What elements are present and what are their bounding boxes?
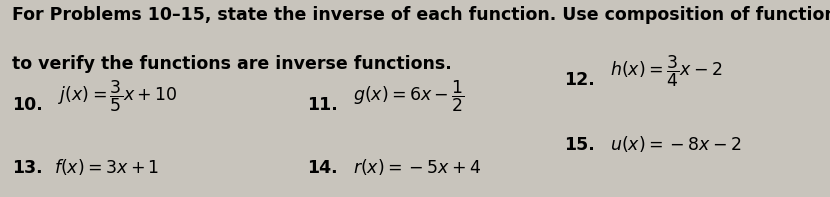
Text: $j(x) = \dfrac{3}{5}x + 10$: $j(x) = \dfrac{3}{5}x + 10$ (58, 79, 178, 114)
Text: 15.: 15. (564, 136, 595, 154)
Text: $f(x) = 3x + 1$: $f(x) = 3x + 1$ (54, 157, 159, 177)
Text: 11.: 11. (307, 96, 338, 114)
Text: $h(x) = \dfrac{3}{4}x - 2$: $h(x) = \dfrac{3}{4}x - 2$ (610, 53, 722, 89)
Text: $u(x) = -8x - 2$: $u(x) = -8x - 2$ (610, 134, 741, 154)
Text: 14.: 14. (307, 159, 338, 177)
Text: to verify the functions are inverse functions.: to verify the functions are inverse func… (12, 55, 452, 73)
Text: 10.: 10. (12, 96, 43, 114)
Text: $g(x) = 6x - \dfrac{1}{2}$: $g(x) = 6x - \dfrac{1}{2}$ (353, 79, 465, 114)
Text: $r(x) = -5x + 4$: $r(x) = -5x + 4$ (353, 157, 481, 177)
Text: 12.: 12. (564, 71, 595, 89)
Text: For Problems 10–15, state the inverse of each function. Use composition of funct: For Problems 10–15, state the inverse of… (12, 6, 830, 24)
Text: 13.: 13. (12, 159, 43, 177)
